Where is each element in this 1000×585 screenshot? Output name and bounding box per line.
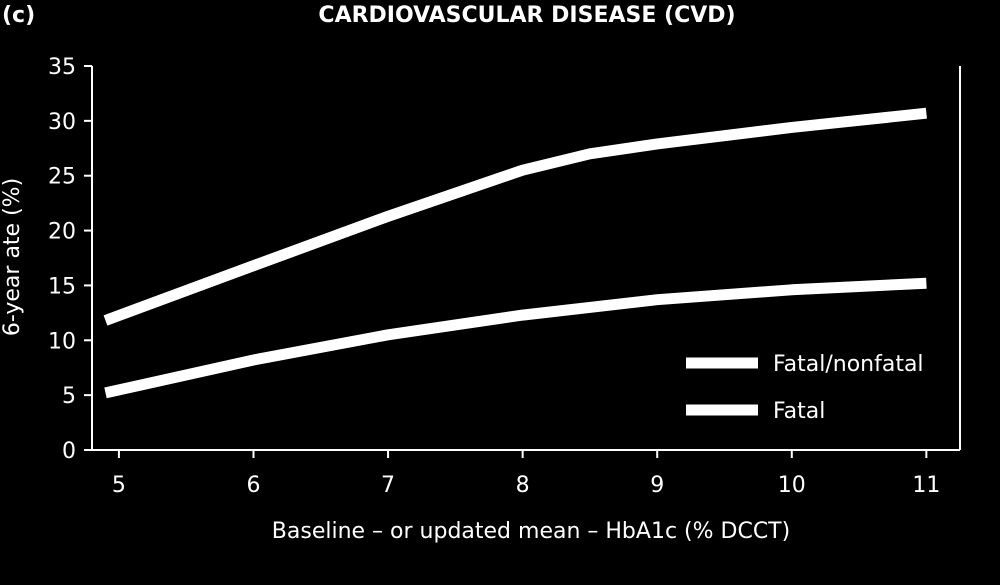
panel-label: (c)	[2, 3, 35, 28]
plot-axes	[91, 66, 961, 451]
y-tick-label: 0	[62, 439, 76, 464]
y-axis-label: 6-year ate (%)	[0, 178, 25, 336]
y-tick-label: 15	[48, 274, 76, 299]
series-layer	[103, 107, 927, 399]
x-axis-label: Baseline – or updated mean – HbA1c (% DC…	[272, 519, 790, 544]
chart-title: CARDIOVASCULAR DISEASE (CVD)	[318, 3, 735, 28]
y-tick-label: 30	[48, 110, 76, 135]
legend: Fatal/nonfatal Fatal	[686, 352, 924, 424]
x-tick-label: 7	[381, 473, 395, 498]
x-tick-label: 5	[112, 473, 126, 498]
x-tick-label: 9	[650, 473, 664, 498]
series-line-fatal-nonfatal	[103, 107, 927, 326]
y-axis-ticks: 0 5 10 15 20 25 30 35	[48, 55, 92, 464]
y-tick-label: 5	[62, 384, 76, 409]
y-tick-label: 25	[48, 165, 76, 190]
legend-label: Fatal/nonfatal	[773, 352, 924, 377]
x-tick-label: 10	[778, 473, 806, 498]
legend-label: Fatal	[773, 399, 825, 424]
x-axis-ticks: 5 6 7 8 9 10 11	[112, 450, 940, 498]
x-tick-label: 6	[246, 473, 260, 498]
y-tick-label: 10	[48, 329, 76, 354]
x-tick-label: 11	[912, 473, 940, 498]
y-tick-label: 35	[48, 55, 76, 80]
series-line-fatal	[104, 277, 927, 399]
y-tick-label: 20	[48, 220, 76, 245]
x-tick-label: 8	[516, 473, 530, 498]
